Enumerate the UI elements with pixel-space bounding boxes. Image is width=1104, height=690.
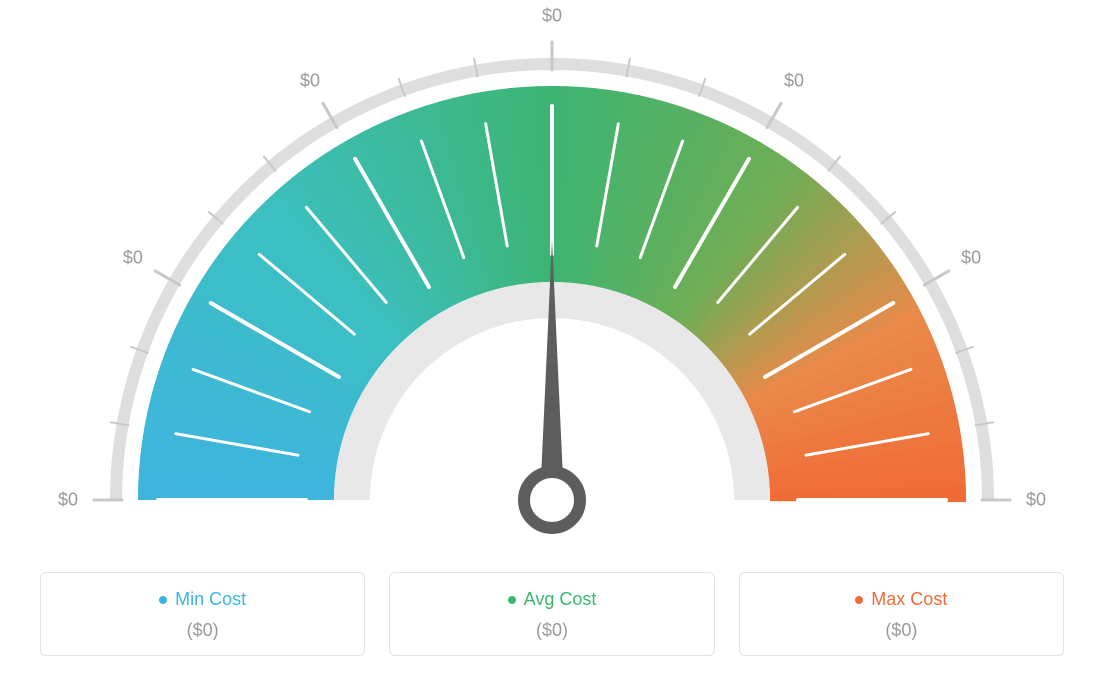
- cost-gauge: $0 $0 $0 $0 $0 $0 $0: [0, 0, 1104, 540]
- legend-dot-icon: [159, 596, 167, 604]
- legend-label: Avg Cost: [524, 589, 597, 610]
- gauge-tick-label: $0: [542, 6, 562, 27]
- legend-title: Max Cost: [855, 589, 947, 610]
- legend-dot-icon: [508, 596, 516, 604]
- gauge-tick-label: $0: [784, 70, 804, 91]
- gauge-tick-label: $0: [300, 70, 320, 91]
- gauge-tick-label: $0: [961, 248, 981, 269]
- legend-card-avg-cost: Avg Cost ($0): [389, 572, 714, 656]
- legend-title: Min Cost: [159, 589, 246, 610]
- legend-title: Avg Cost: [508, 589, 597, 610]
- legend-label: Min Cost: [175, 589, 246, 610]
- gauge-tick-label: $0: [58, 490, 78, 511]
- legend-value: ($0): [885, 620, 917, 641]
- legend-label: Max Cost: [871, 589, 947, 610]
- gauge-svg: [0, 0, 1104, 540]
- legend-card-min-cost: Min Cost ($0): [40, 572, 365, 656]
- legend-card-max-cost: Max Cost ($0): [739, 572, 1064, 656]
- gauge-tick-label: $0: [1026, 490, 1046, 511]
- legend-dot-icon: [855, 596, 863, 604]
- legend-value: ($0): [536, 620, 568, 641]
- legend-value: ($0): [187, 620, 219, 641]
- gauge-tick-label: $0: [123, 248, 143, 269]
- cost-legend: Min Cost ($0) Avg Cost ($0) Max Cost ($0): [40, 572, 1064, 656]
